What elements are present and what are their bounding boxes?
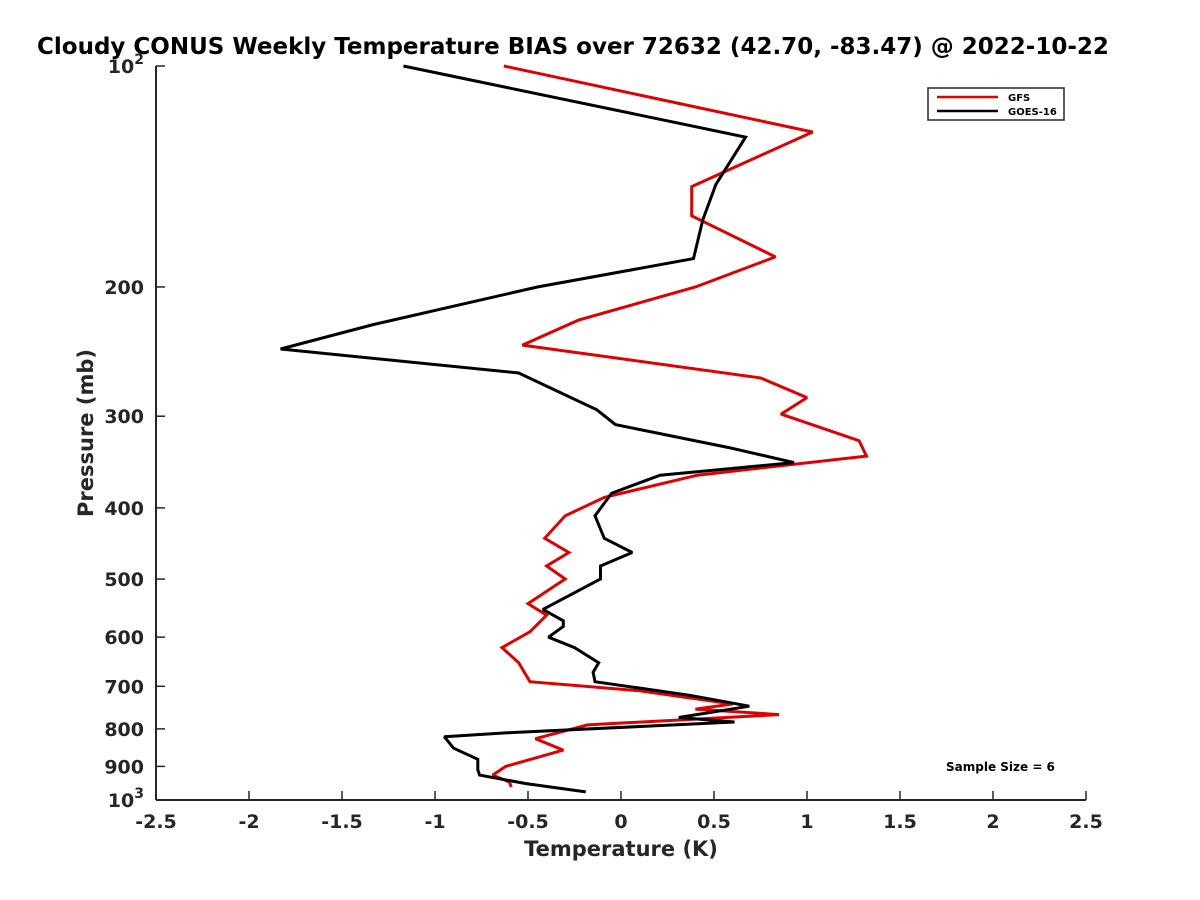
legend-label: GOES-16 [1008,107,1057,118]
x-tick-label: -2 [238,811,259,833]
y-tick-label: 600 [104,627,144,649]
y-axis-label: Pressure (mb) [74,349,98,517]
x-tick-label: 2.5 [1069,811,1103,833]
sample-size-annotation: Sample Size = 6 [946,760,1055,774]
y-tick-label: 700 [104,676,144,698]
y-tick-label: 800 [104,719,144,741]
y-tick-label: 900 [104,756,144,778]
x-tick-label: 2 [986,811,999,833]
legend-label: GFS [1008,93,1030,104]
x-tick-label: -1 [424,811,445,833]
y-tick-label: 500 [104,569,144,591]
x-tick-label: 0 [614,811,627,833]
legend-box [927,87,1065,121]
y-tick-label: 200 [104,277,144,299]
x-tick-label: 1.5 [883,811,917,833]
x-tick-label: -1.5 [321,811,363,833]
y-tick-label: 400 [104,498,144,520]
y-tick-label-power: 102 [108,52,144,78]
legend: GFS GOES-16 [927,87,1065,121]
x-tick-label: 1 [800,811,813,833]
y-tick-label-power: 103 [108,786,144,812]
series-layer [280,64,869,794]
x-tick-label: -0.5 [507,811,549,833]
x-axis-label: Temperature (K) [524,837,718,861]
series-line-gfs [491,64,869,788]
series-line-goes-16 [280,64,795,794]
y-tick-label: 300 [104,406,144,428]
chart-title: Cloudy CONUS Weekly Temperature BIAS ove… [37,34,1109,60]
x-tick-label: 0.5 [697,811,731,833]
x-tick-label: -2.5 [135,811,177,833]
axes: -2.5 -2 -1.5 -1 -0.5 0 0.5 1 1.5 2 2.5 102 200 300 400… [104,52,1103,833]
